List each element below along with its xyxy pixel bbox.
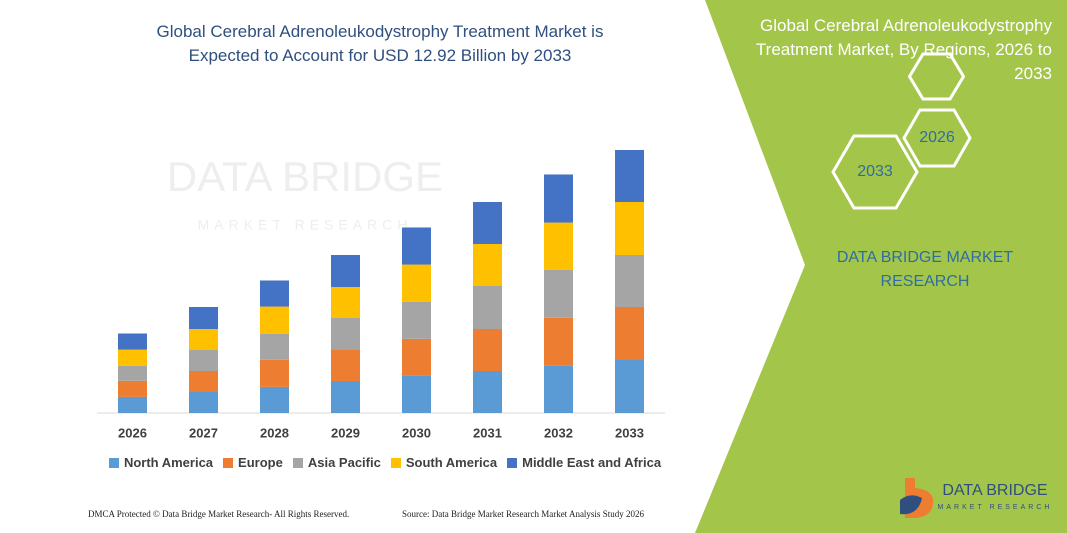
bar-segment bbox=[118, 396, 147, 413]
bar-segment bbox=[544, 317, 573, 366]
bar-segment bbox=[402, 338, 431, 376]
bar-segment bbox=[473, 285, 502, 330]
legend-item: North America bbox=[108, 455, 214, 470]
bar-segment bbox=[615, 201, 644, 255]
bar-segment bbox=[331, 254, 360, 288]
legend-label: South America bbox=[405, 455, 498, 470]
bar-segment bbox=[260, 359, 289, 387]
legend-label: Europe bbox=[238, 455, 283, 470]
bar-segment bbox=[544, 222, 573, 270]
chart-title: Global Cerebral Adrenoleukodystrophy Tre… bbox=[156, 22, 604, 65]
legend-swatch bbox=[292, 457, 303, 468]
brand: DATA BRIDGE MARKET RESEARCH bbox=[836, 249, 1014, 290]
bar-segment bbox=[615, 254, 644, 307]
bar-segment bbox=[118, 349, 147, 366]
bar-segment bbox=[402, 227, 431, 265]
bar-segment bbox=[402, 264, 431, 302]
bar-segment bbox=[260, 306, 289, 334]
watermark: MARKET RESEARCH bbox=[198, 217, 413, 233]
legend-label: Middle East and Africa bbox=[522, 455, 662, 470]
copyright: DMCA Protected © Data Bridge Market Rese… bbox=[88, 509, 350, 519]
logo-name: DATA BRIDGE bbox=[942, 482, 1047, 499]
bar-segment bbox=[189, 329, 218, 351]
x-tick-label: 2027 bbox=[189, 425, 218, 440]
legend-item: Asia Pacific bbox=[292, 455, 381, 470]
hexagon-label: 2033 bbox=[857, 163, 893, 180]
bar-segment bbox=[189, 306, 218, 330]
legend-swatch bbox=[108, 457, 119, 468]
x-tick-label: 2033 bbox=[615, 425, 644, 440]
legend-item: South America bbox=[390, 455, 498, 470]
bar-segment bbox=[615, 306, 644, 360]
legend-label: North America bbox=[123, 455, 214, 470]
bar-segment bbox=[402, 301, 431, 339]
side-panel bbox=[695, 0, 1067, 533]
x-tick-label: 2030 bbox=[402, 425, 431, 440]
bar-segment bbox=[544, 269, 573, 318]
bar-segment bbox=[331, 380, 360, 413]
bar-segment bbox=[544, 174, 573, 223]
x-tick-label: 2026 bbox=[118, 425, 147, 440]
bar-segment bbox=[615, 150, 644, 202]
bar-segment bbox=[402, 375, 431, 413]
bar-segment bbox=[615, 359, 644, 413]
bar-segment bbox=[118, 333, 147, 350]
hexagon bbox=[831, 134, 919, 210]
hexagon-label: 2026 bbox=[919, 129, 955, 146]
bar-segment bbox=[331, 350, 360, 381]
bar-segment bbox=[473, 243, 502, 286]
panel-title: Global Cerebral Adrenoleukodystrophy Tre… bbox=[755, 16, 1052, 83]
hexagon bbox=[902, 108, 972, 168]
bar-segment bbox=[189, 371, 218, 393]
bar-segment bbox=[260, 333, 289, 360]
legend-label: Asia Pacific bbox=[307, 455, 381, 470]
bar-segment bbox=[331, 287, 360, 318]
legend-swatch bbox=[223, 457, 234, 468]
legend-swatch bbox=[390, 457, 401, 468]
bar-segment bbox=[473, 329, 502, 372]
x-tick-label: 2032 bbox=[544, 425, 573, 440]
bar-segment bbox=[473, 201, 502, 244]
bar-segment bbox=[260, 280, 289, 307]
legend-item: Europe bbox=[223, 455, 283, 470]
bar-segment bbox=[331, 317, 360, 351]
legend-swatch bbox=[507, 457, 518, 468]
x-tick-label: 2031 bbox=[473, 425, 502, 440]
bar-segment bbox=[260, 386, 289, 413]
bar-segment bbox=[118, 365, 147, 381]
legend: North America Europe Asia Pacific South Ame… bbox=[60, 455, 710, 470]
logo-icon bbox=[900, 495, 922, 515]
source: Source: Data Bridge Market Research Mark… bbox=[402, 509, 644, 519]
bar-segment bbox=[473, 371, 502, 413]
bar-segment bbox=[189, 350, 218, 372]
watermark: DATA BRIDGE bbox=[167, 153, 443, 200]
x-tick-label: 2029 bbox=[331, 425, 360, 440]
legend-item: Middle East and Africa bbox=[507, 455, 661, 470]
bar-segment bbox=[189, 392, 218, 413]
bar-segment bbox=[544, 365, 573, 413]
x-tick-label: 2028 bbox=[260, 425, 289, 440]
hexagon bbox=[907, 52, 966, 101]
bar-segment bbox=[118, 380, 147, 397]
logo-tagline: MARKET RESEARCH bbox=[938, 504, 1053, 511]
